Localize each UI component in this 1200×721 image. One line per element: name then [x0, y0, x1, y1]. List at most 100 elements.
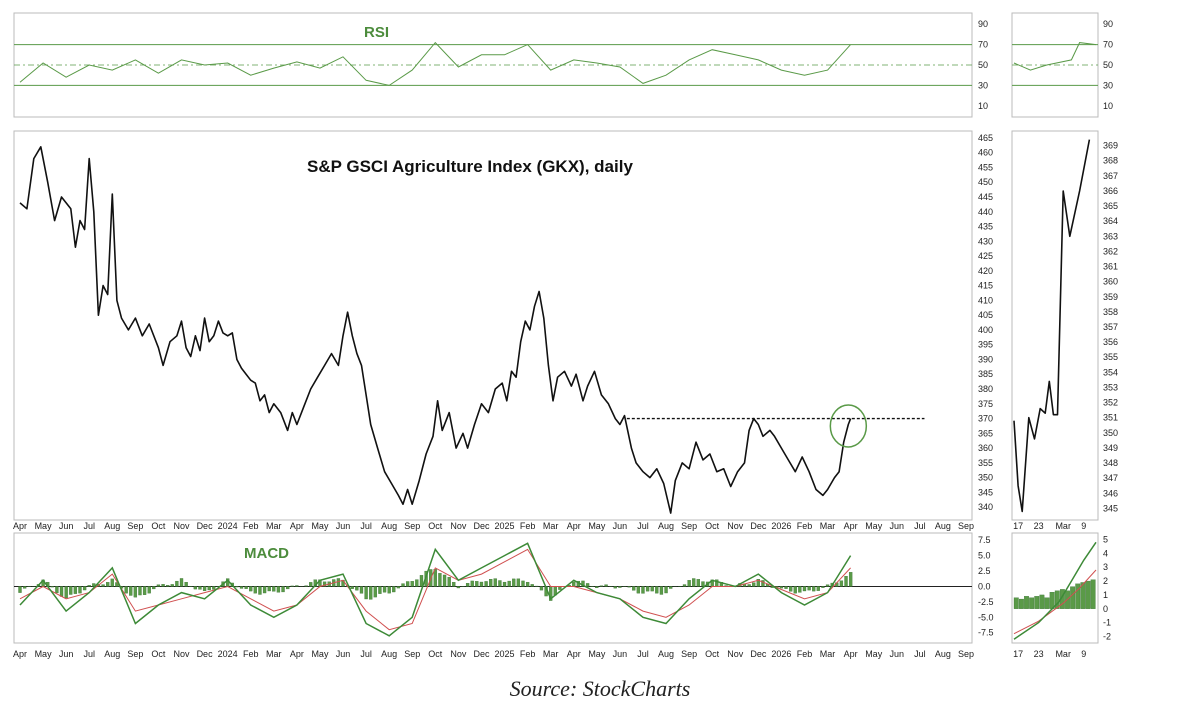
macd-x-tick: Oct	[705, 649, 720, 659]
macd-hist-bar	[272, 586, 276, 592]
macd-hist-bar	[142, 586, 147, 595]
macd-hist-bar	[110, 578, 114, 587]
macd-hist-bar	[456, 586, 461, 589]
macd-hist-bar	[212, 586, 216, 590]
macd-x-tick: Sep	[127, 649, 143, 659]
price-zoom-y-tick: 345	[1103, 503, 1118, 513]
price-zoom-y-tick: 352	[1103, 398, 1118, 408]
macd-zoom-y-tick: 3	[1103, 562, 1108, 572]
price-zoom-y-tick: 356	[1103, 337, 1118, 347]
price-x-tick: Jul	[83, 521, 95, 531]
macd-zoom-x-tick: Mar	[1055, 649, 1071, 659]
macd-zoom-hist-bar	[1070, 586, 1076, 609]
macd-x-tick: Aug	[935, 649, 951, 659]
macd-hist-bar	[156, 584, 161, 587]
price-y-tick: 385	[978, 369, 993, 379]
price-zoom-y-tick: 348	[1103, 458, 1118, 468]
macd-hist-bar	[585, 583, 590, 587]
price-x-tick: Jun	[59, 521, 74, 531]
macd-zoom-hist-bar	[1013, 597, 1019, 609]
macd-hist-bar	[682, 584, 687, 587]
price-x-tick: Aug	[658, 521, 674, 531]
macd-zoom-y-tick: 1	[1103, 590, 1108, 600]
macd-hist-bar	[844, 576, 848, 587]
price-x-tick: Aug	[104, 521, 120, 531]
price-y-tick: 420	[978, 266, 993, 276]
macd-hist-bar	[18, 586, 22, 593]
rsi-y-tick: 30	[978, 80, 988, 90]
price-y-tick: 390	[978, 354, 993, 364]
price-x-tick: Oct	[705, 521, 720, 531]
macd-hist-bar	[419, 575, 424, 587]
macd-hist-bar	[572, 581, 576, 587]
macd-x-tick: Aug	[104, 649, 120, 659]
source-caption: Source: StockCharts	[509, 676, 691, 701]
price-zoom-line	[1013, 139, 1091, 513]
price-y-tick: 360	[978, 443, 993, 453]
macd-zoom-hist-bar	[1085, 580, 1091, 609]
price-x-tick: 2026	[771, 521, 791, 531]
price-x-tick: 2024	[218, 521, 238, 531]
macd-x-tick: Jul	[360, 649, 372, 659]
macd-hist-bar	[396, 586, 401, 589]
macd-y-tick: 7.5	[978, 535, 991, 545]
price-y-tick: 350	[978, 473, 993, 483]
macd-hist-bar	[295, 585, 299, 587]
price-x-tick: Apr	[290, 521, 304, 531]
price-panel: 340 345 350 355 360 365 370 375 380 385 390 395 400 4…	[13, 133, 993, 531]
price-zoom-y-tick: 363	[1103, 231, 1118, 241]
macd-hist-bar	[687, 580, 691, 587]
macd-hist-bar	[304, 585, 308, 587]
rsi-zoom-y-tick: 90	[1103, 19, 1113, 29]
price-zoom-y-tick: 347	[1103, 473, 1118, 483]
macd-x-tick: Feb	[797, 649, 813, 659]
macd-hist-bar	[22, 586, 27, 589]
macd-zoom-y-tick: 2	[1103, 576, 1108, 586]
macd-hist-bar	[788, 586, 793, 592]
price-zoom-y-tick: 357	[1103, 322, 1118, 332]
macd-zoom-hist-bar	[1080, 582, 1086, 609]
price-x-tick: Feb	[797, 521, 813, 531]
macd-x-tick: Aug	[658, 649, 674, 659]
macd-hist-bar	[147, 586, 151, 594]
price-y-tick: 405	[978, 310, 993, 320]
macd-x-tick: 2025	[495, 649, 515, 659]
macd-y-tick: -7.5	[978, 628, 994, 638]
price-x-tick: Aug	[935, 521, 951, 531]
main-panel-frame	[13, 130, 973, 521]
price-zoom-x-tick: Mar	[1055, 521, 1071, 531]
macd-x-tick: Jun	[59, 649, 74, 659]
price-zoom-y-tick: 351	[1103, 413, 1118, 423]
macd-zoom-hist-bar	[1075, 583, 1081, 609]
price-y-tick: 455	[978, 162, 993, 172]
macd-x-tick: May	[588, 649, 606, 659]
price-y-tick: 395	[978, 340, 993, 350]
macd-x-tick: Apr	[290, 649, 304, 659]
price-zoom-x-tick: 23	[1034, 521, 1044, 531]
price-y-tick: 340	[978, 502, 993, 512]
macd-hist-bar	[152, 586, 156, 590]
macd-zoom-y-tick: 0	[1103, 604, 1108, 614]
price-x-tick: Jul	[360, 521, 372, 531]
macd-hist-bar	[848, 572, 853, 587]
price-x-tick: Mar	[820, 521, 836, 531]
macd-hist-bar	[59, 586, 64, 597]
price-x-tick: May	[588, 521, 606, 531]
macd-title: MACD	[244, 545, 289, 562]
macd-hist-bar	[825, 584, 830, 587]
macd-hist-bar	[465, 583, 470, 587]
macd-zoom-signal-line	[1013, 569, 1097, 635]
price-zoom-y-tick: 355	[1103, 352, 1118, 362]
price-x-tick: Mar	[543, 521, 559, 531]
macd-hist-bar	[627, 586, 631, 588]
macd-y-tick: -2.5	[978, 597, 994, 607]
macd-hist-bar	[235, 586, 239, 588]
price-x-tick: Dec	[473, 521, 490, 531]
price-x-tick: Jun	[890, 521, 905, 531]
macd-hist-bar	[475, 581, 479, 587]
price-y-tick: 375	[978, 399, 993, 409]
macd-hist-bar	[336, 578, 341, 587]
macd-hist-bar	[87, 585, 91, 587]
macd-hist-bar	[244, 586, 248, 589]
